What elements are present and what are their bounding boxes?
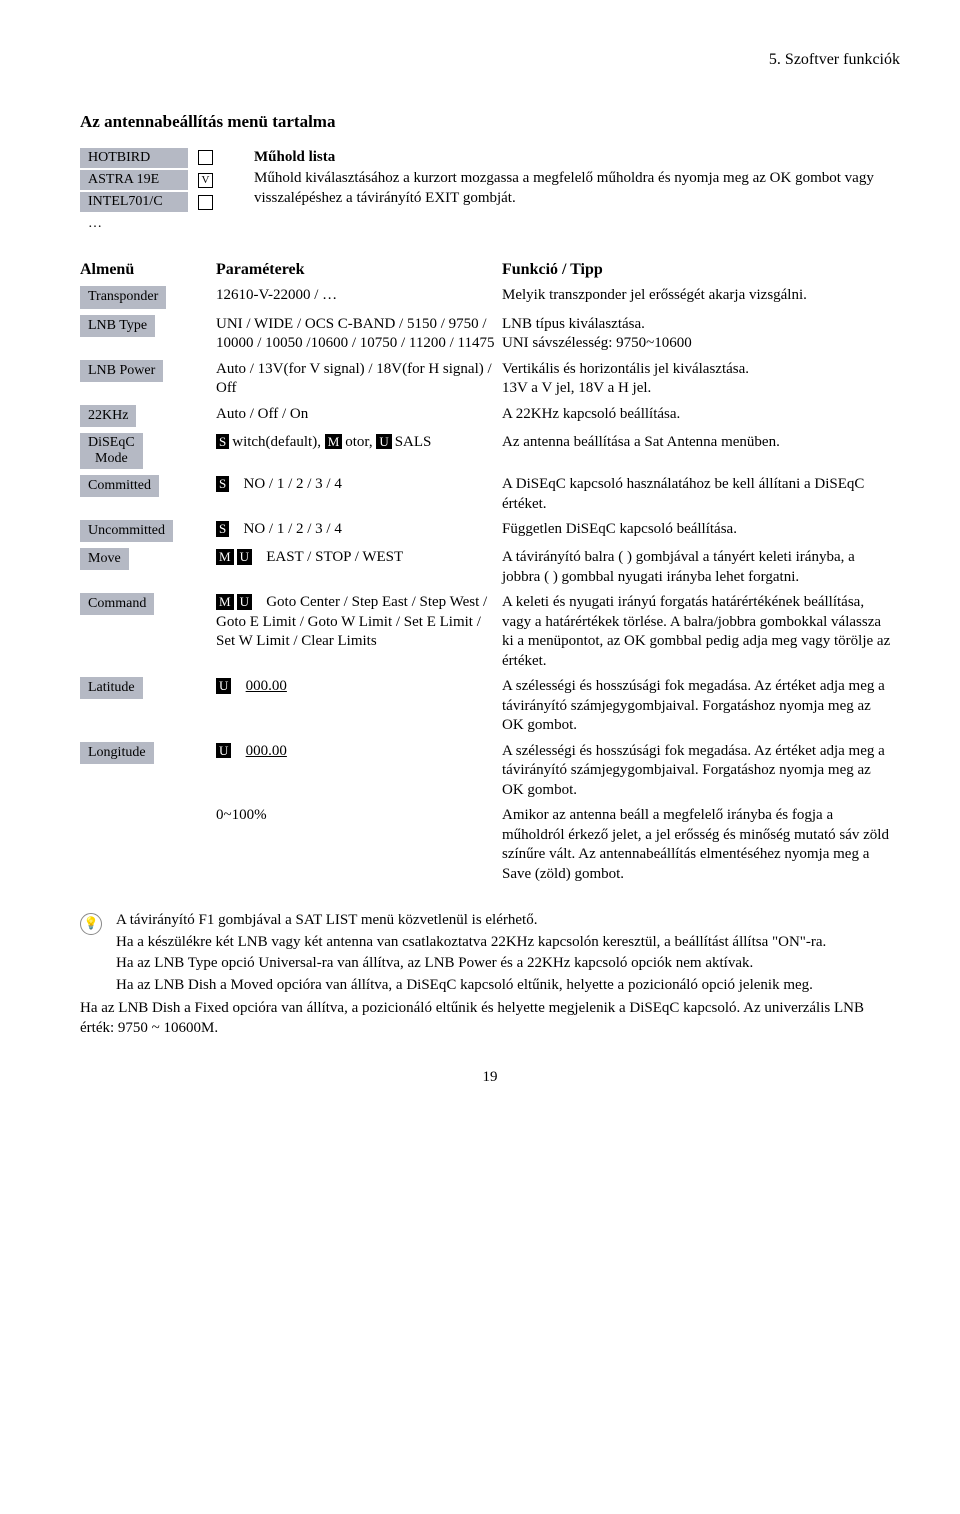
th-params: Paraméterek (216, 257, 502, 284)
notes-block: 💡 A távirányító F1 gombjával a SAT LIST … (80, 911, 900, 997)
satellite-selector-block: HOTBIRD ASTRA 19E V INTEL701/C … Műhold … (80, 148, 900, 235)
menu-label: Latitude (80, 677, 143, 699)
param-cell: 0~100% (216, 803, 502, 887)
menu-label: Longitude (80, 742, 154, 764)
th-tip: Funkció / Tipp (502, 257, 900, 284)
checkbox-unchecked[interactable] (198, 150, 213, 165)
menu-label: LNB Type (80, 315, 155, 337)
menu-label: 22KHz (80, 405, 136, 427)
menu-label: DiSEqCMode (80, 433, 143, 469)
tip-cell: Amikor az antenna beáll a megfelelő irán… (502, 803, 900, 887)
sat-label: ASTRA 19E (80, 170, 188, 190)
tip-cell: A 22KHz kapcsoló beállítása. (502, 402, 900, 430)
satellite-list: HOTBIRD ASTRA 19E V INTEL701/C … (80, 148, 230, 235)
tip-cell: A DiSEqC kapcsoló használatához be kell … (502, 472, 900, 517)
tip-cell: A szélességi és hosszúsági fok megadása.… (502, 674, 900, 739)
settings-table: Almenü Paraméterek Funkció / Tipp Transp… (80, 257, 900, 888)
param-cell: U 000.00 (216, 739, 502, 804)
param-cell: Auto / Off / On (216, 402, 502, 430)
param-cell: Switch(default), Motor, USALS (216, 430, 502, 472)
param-cell: S NO / 1 / 2 / 3 / 4 (216, 517, 502, 545)
satellite-description: Műhold lista Műhold kiválasztásához a ku… (254, 148, 900, 209)
tip-cell: Vertikális és horizontális jel kiválaszt… (502, 357, 900, 402)
menu-label: Committed (80, 475, 159, 497)
sat-item: INTEL701/C (80, 192, 230, 212)
tip-cell: LNB típus kiválasztása.UNI sávszélesség:… (502, 312, 900, 357)
checkbox-unchecked[interactable] (198, 195, 213, 210)
notes-text: A távirányító F1 gombjával a SAT LIST me… (116, 911, 826, 997)
menu-label: Move (80, 548, 129, 570)
sat-desc-title: Műhold lista (254, 148, 900, 168)
param-cell: U 000.00 (216, 674, 502, 739)
param-cell: Auto / 13V(for V signal) / 18V(for H sig… (216, 357, 502, 402)
checkbox-checked[interactable]: V (198, 173, 213, 188)
menu-label: LNB Power (80, 360, 163, 382)
sat-label: INTEL701/C (80, 192, 188, 212)
note-line: Ha a készülékre két LNB vagy két antenna… (116, 933, 826, 953)
notes-noind: Ha az LNB Dish a Fixed opcióra van állít… (80, 999, 900, 1038)
menu-label: Transponder (80, 286, 166, 308)
menu-label: Command (80, 593, 154, 615)
param-cell: S NO / 1 / 2 / 3 / 4 (216, 472, 502, 517)
param-cell: UNI / WIDE / OCS C-BAND / 5150 / 9750 / … (216, 312, 502, 357)
section-title: Az antennabeállítás menü tartalma (80, 111, 900, 133)
sat-desc-text: Műhold kiválasztásához a kurzort mozgass… (254, 169, 900, 208)
param-cell: MU Goto Center / Step East / Step West /… (216, 590, 502, 674)
sat-item: HOTBIRD (80, 148, 230, 168)
note-line: Ha az LNB Dish a Moved opcióra van állít… (116, 976, 826, 996)
note-line: A távirányító F1 gombjával a SAT LIST me… (116, 911, 826, 931)
sat-item: ASTRA 19E V (80, 170, 230, 190)
tip-cell: A távirányító balra ( ) gombjával a tány… (502, 545, 900, 590)
tip-cell: A keleti és nyugati irányú forgatás hatá… (502, 590, 900, 674)
note-line: Ha az LNB Type opció Universal-ra van ál… (116, 954, 826, 974)
menu-label: Uncommitted (80, 520, 173, 542)
sat-ellipsis: … (80, 214, 230, 234)
param-cell: 12610-V-22000 / … (216, 283, 502, 311)
param-cell: MU EAST / STOP / WEST (216, 545, 502, 590)
th-submenu: Almenü (80, 257, 216, 284)
lightbulb-icon: 💡 (80, 913, 102, 935)
page-number: 19 (80, 1068, 900, 1088)
tip-cell: A szélességi és hosszúsági fok megadása.… (502, 739, 900, 804)
tip-cell: Az antenna beállítása a Sat Antenna menü… (502, 430, 900, 472)
sat-label: HOTBIRD (80, 148, 188, 168)
tip-cell: Melyik transzponder jel erősségét akarja… (502, 283, 900, 311)
chapter-header: 5. Szoftver funkciók (80, 50, 900, 71)
tip-cell: Független DiSEqC kapcsoló beállítása. (502, 517, 900, 545)
